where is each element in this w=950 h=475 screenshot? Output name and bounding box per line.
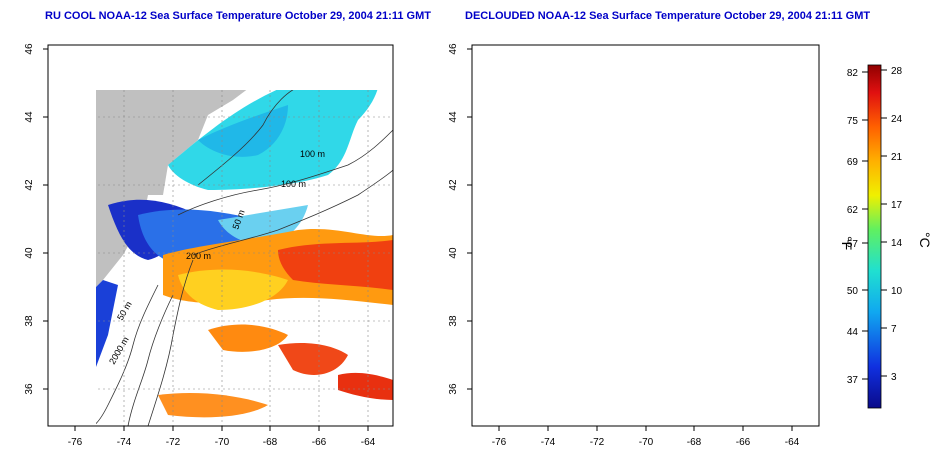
svg-text:2000 m: 2000 m bbox=[531, 335, 555, 366]
lon-tick: -70 bbox=[639, 437, 654, 448]
lat-tick: 42 bbox=[448, 179, 459, 191]
svg-text:100 m: 100 m bbox=[738, 149, 763, 159]
f-tick: 75 bbox=[847, 116, 859, 127]
right-lat-axis: 36 38 40 42 44 46 bbox=[448, 43, 472, 395]
left-lat-axis: 36 38 40 42 44 46 bbox=[24, 43, 48, 395]
svg-text:50 m: 50 m bbox=[539, 300, 558, 322]
f-tick: 37 bbox=[847, 375, 859, 386]
svg-text:200 m: 200 m bbox=[632, 251, 657, 261]
f-tick: 82 bbox=[847, 68, 859, 79]
lat-tick: 46 bbox=[24, 43, 35, 55]
left-sst-map: 100 m 100 m 50 m 200 m 50 m 2000 m bbox=[47, 44, 394, 427]
lon-tick: -76 bbox=[492, 437, 507, 448]
lon-tick: -76 bbox=[68, 437, 83, 448]
right-panel-title: DECLOUDED NOAA-12 Sea Surface Temperatur… bbox=[465, 10, 871, 22]
c-tick: 21 bbox=[891, 152, 903, 163]
lat-tick: 36 bbox=[24, 383, 35, 395]
lat-tick: 40 bbox=[24, 247, 35, 259]
svg-text:100 m: 100 m bbox=[300, 149, 325, 159]
lon-tick: -72 bbox=[166, 437, 181, 448]
colorbar: 82 75 69 62 57 50 44 37 28 24 21 17 14 1… bbox=[839, 64, 933, 409]
svg-text:100 m: 100 m bbox=[710, 179, 735, 189]
lat-tick: 44 bbox=[24, 111, 35, 123]
svg-text:100 m: 100 m bbox=[281, 179, 306, 189]
c-tick: 17 bbox=[891, 200, 903, 211]
c-tick: 7 bbox=[891, 324, 897, 335]
lon-tick: -68 bbox=[687, 437, 702, 448]
lon-tick: -64 bbox=[785, 437, 800, 448]
celsius-label: °C bbox=[917, 232, 933, 248]
lon-tick: -66 bbox=[312, 437, 327, 448]
lat-tick: 40 bbox=[448, 247, 459, 259]
f-tick: 50 bbox=[847, 286, 859, 297]
right-sst-map: 100 m 100 m 50 m 200 m 50 m 2000 m bbox=[471, 44, 820, 427]
lon-tick: -66 bbox=[736, 437, 751, 448]
lat-tick: 46 bbox=[448, 43, 459, 55]
lon-tick: -74 bbox=[541, 437, 556, 448]
svg-text:50 m: 50 m bbox=[654, 208, 670, 230]
colorbar-gradient bbox=[867, 64, 882, 409]
lat-tick: 44 bbox=[448, 111, 459, 123]
lat-tick: 36 bbox=[448, 383, 459, 395]
lon-tick: -74 bbox=[117, 437, 132, 448]
lat-tick: 42 bbox=[24, 179, 35, 191]
lat-tick: 38 bbox=[24, 315, 35, 327]
lon-tick: -70 bbox=[215, 437, 230, 448]
f-tick: 57 bbox=[847, 239, 859, 250]
right-lon-axis: -76 -74 -72 -70 -68 -66 -64 bbox=[492, 426, 800, 448]
lat-tick: 38 bbox=[448, 315, 459, 327]
f-tick: 44 bbox=[847, 327, 859, 338]
lon-tick: -68 bbox=[263, 437, 278, 448]
left-panel-title: RU COOL NOAA-12 Sea Surface Temperature … bbox=[45, 10, 431, 22]
lon-tick: -64 bbox=[361, 437, 376, 448]
f-tick: 69 bbox=[847, 157, 859, 168]
c-tick: 3 bbox=[891, 372, 897, 383]
c-tick: 10 bbox=[891, 286, 903, 297]
c-tick: 14 bbox=[891, 238, 903, 249]
left-lon-axis: -76 -74 -72 -70 -68 -66 -64 bbox=[68, 426, 376, 448]
f-tick: 62 bbox=[847, 205, 859, 216]
c-tick: 28 bbox=[891, 66, 903, 77]
svg-text:200 m: 200 m bbox=[186, 251, 211, 261]
lon-tick: -72 bbox=[590, 437, 605, 448]
fahrenheit-label: °F bbox=[839, 236, 855, 250]
c-tick: 24 bbox=[891, 114, 903, 125]
